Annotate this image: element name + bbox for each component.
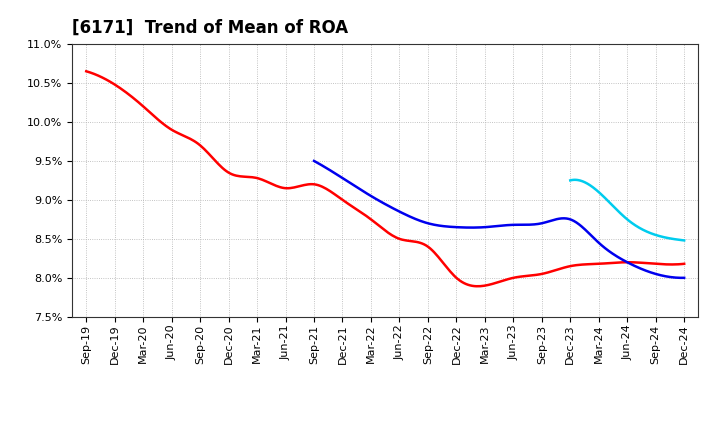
3 Years <box>474 284 482 289</box>
7 Years <box>566 178 575 183</box>
5 Years <box>528 222 537 227</box>
Text: [6171]  Trend of Mean of ROA: [6171] Trend of Mean of ROA <box>72 19 348 37</box>
7 Years <box>567 178 575 183</box>
5 Years <box>530 222 539 227</box>
3 Years <box>438 259 446 264</box>
7 Years <box>662 235 671 240</box>
5 Years <box>536 221 545 226</box>
5 Years <box>678 275 686 280</box>
3 Years <box>448 271 456 276</box>
7 Years <box>634 225 643 230</box>
5 Years <box>645 269 654 275</box>
7 Years <box>636 226 644 231</box>
5 Years <box>311 159 320 164</box>
5 Years <box>310 158 318 164</box>
Legend: 3 Years, 5 Years, 7 Years, 10 Years: 3 Years, 5 Years, 7 Years, 10 Years <box>189 438 582 440</box>
3 Years <box>436 257 444 262</box>
7 Years <box>680 238 688 243</box>
5 Years <box>621 259 630 264</box>
3 Years <box>84 69 93 74</box>
3 Years <box>82 69 91 74</box>
5 Years <box>680 275 688 280</box>
7 Years <box>570 177 579 183</box>
Line: 5 Years: 5 Years <box>314 161 684 278</box>
3 Years <box>680 261 688 267</box>
7 Years <box>670 236 678 242</box>
Line: 3 Years: 3 Years <box>86 71 684 286</box>
3 Years <box>626 260 634 265</box>
Line: 7 Years: 7 Years <box>570 180 684 240</box>
3 Years <box>588 261 596 267</box>
7 Years <box>634 224 642 230</box>
